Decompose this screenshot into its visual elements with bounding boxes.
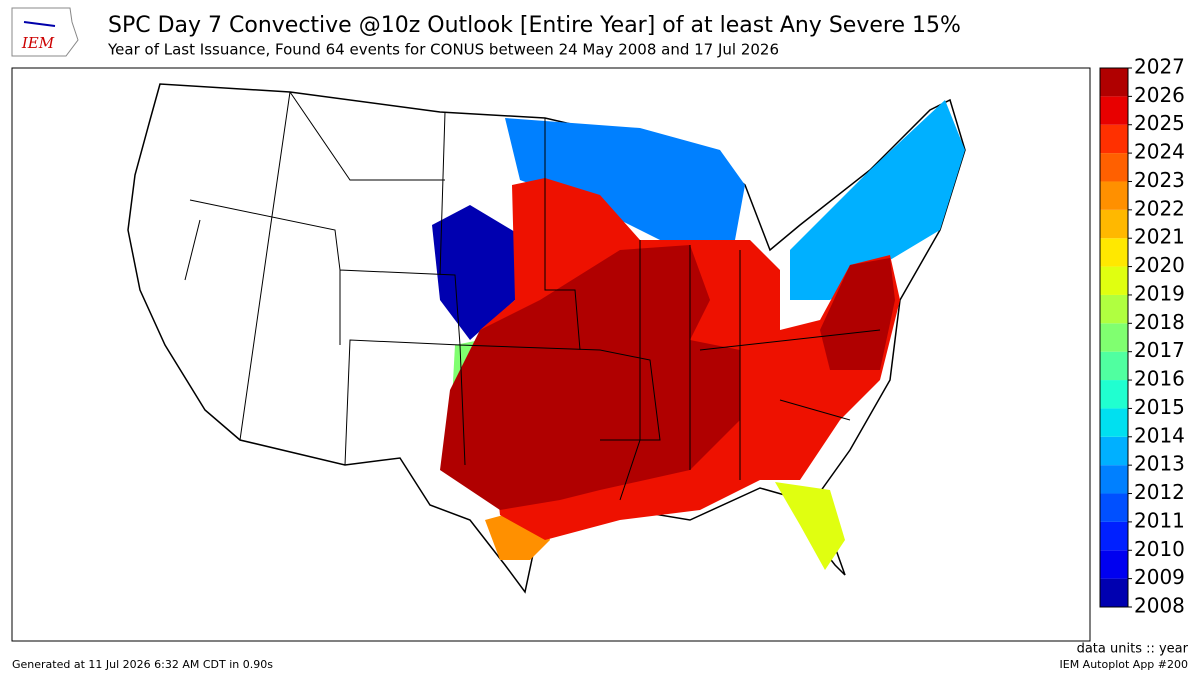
- logo-text: IEM: [21, 34, 55, 52]
- colorbar-bin: [1100, 351, 1128, 381]
- units-note: data units :: year: [1077, 642, 1189, 657]
- colorbar-tick-label: 2020: [1134, 253, 1185, 277]
- region-light-blue: [790, 100, 965, 300]
- colorbar-frame: [1099, 67, 1129, 608]
- colorbar-bin: [1100, 493, 1128, 522]
- logo: IEM: [11, 7, 79, 57]
- colorbar-tick-label: 2008: [1134, 594, 1185, 618]
- region-blue: [505, 118, 745, 240]
- colorbar-tick-label: 2023: [1134, 168, 1185, 192]
- colorbar-bin: [1100, 266, 1128, 295]
- generated-note: Generated at 11 Jul 2026 6:32 AM CDT in …: [12, 658, 273, 671]
- colorbar-tick-label: 2010: [1134, 537, 1185, 561]
- colorbar-tick-label: 2024: [1134, 140, 1185, 164]
- state-lines: [184, 91, 881, 501]
- colorbar-bin: [1100, 521, 1128, 551]
- colorbar-tick-label: 2021: [1134, 225, 1185, 249]
- colorbar-bin: [1100, 181, 1128, 210]
- colorbar-bin: [1100, 380, 1128, 409]
- colorbar-tick-label: 2016: [1134, 367, 1185, 391]
- colorbar-tick-label: 2015: [1134, 395, 1185, 419]
- colorbar-bin: [1100, 578, 1128, 607]
- colorbar-tick-label: 2009: [1134, 565, 1185, 589]
- colorbar-bin: [1100, 238, 1128, 267]
- colorbar-tick-label: 2027: [1134, 55, 1185, 79]
- colorbar-bin: [1100, 436, 1128, 466]
- region-dark-blue: [432, 205, 520, 340]
- colorbar-bin: [1100, 153, 1128, 182]
- colorbar-tick-label: 2011: [1134, 508, 1185, 532]
- colorbar-tick-label: 2025: [1134, 111, 1185, 135]
- colorbar-bin: [1100, 68, 1128, 97]
- colorbar-tick-label: 2013: [1134, 452, 1185, 476]
- colorbar-tick-label: 2014: [1134, 423, 1185, 447]
- region-dark-red: [440, 245, 895, 510]
- colorbar-bin: [1100, 124, 1128, 154]
- colorbar-tick-label: 2022: [1134, 196, 1185, 220]
- colorbar-bin: [1100, 550, 1128, 579]
- colorbar-tick-label: 2019: [1134, 281, 1185, 305]
- app-note: IEM Autoplot App #200: [1060, 658, 1189, 671]
- colorbar-bin: [1100, 96, 1128, 125]
- colorbar-bin: [1100, 408, 1128, 437]
- colorbar-tick-label: 2012: [1134, 480, 1185, 504]
- colorbar: 2008 2009 2010 2011 2012 2013 2014 2015 2016 2017…: [1099, 55, 1185, 618]
- colorbar-bin: [1100, 323, 1128, 352]
- colorbar-tick-label: 2026: [1134, 83, 1185, 107]
- colorbar-bin: [1100, 465, 1128, 494]
- subtitle: Year of Last Issuance, Found 64 events f…: [107, 41, 779, 59]
- colorbar-bin: [1100, 294, 1128, 324]
- map: [11, 67, 1091, 642]
- region-yellow-green: [775, 482, 845, 570]
- colorbar-tick-label: 2017: [1134, 338, 1185, 362]
- colorbar-tick-label: 2018: [1134, 310, 1185, 334]
- title: SPC Day 7 Convective @10z Outlook [Entir…: [108, 13, 961, 38]
- colorbar-bin: [1100, 209, 1128, 239]
